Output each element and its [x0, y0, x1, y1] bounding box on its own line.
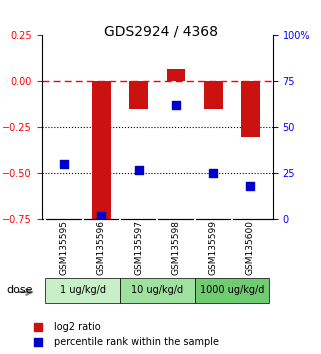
Text: 10 ug/kg/d: 10 ug/kg/d: [131, 285, 183, 295]
Point: [216, 114, 221, 120]
Bar: [241, 81, 260, 137]
Bar: [204, 81, 222, 109]
FancyBboxPatch shape: [120, 278, 195, 303]
Text: GSM135595: GSM135595: [60, 220, 69, 275]
Point: [248, 183, 253, 189]
Text: 1000 ug/kg/d: 1000 ug/kg/d: [200, 285, 264, 295]
Text: GDS2924 / 4368: GDS2924 / 4368: [103, 25, 218, 39]
Text: GSM135599: GSM135599: [209, 220, 218, 275]
Point: [62, 161, 67, 167]
Point: [211, 171, 216, 176]
Point: [173, 103, 178, 108]
FancyBboxPatch shape: [195, 278, 269, 303]
Point: [136, 167, 141, 173]
Text: dose: dose: [6, 285, 33, 295]
FancyBboxPatch shape: [46, 278, 120, 303]
Text: GSM135596: GSM135596: [97, 220, 106, 275]
Text: GSM135598: GSM135598: [171, 220, 180, 275]
Text: log2 ratio: log2 ratio: [54, 321, 100, 332]
Point: [99, 213, 104, 219]
Text: percentile rank within the sample: percentile rank within the sample: [54, 337, 219, 348]
Bar: [129, 81, 148, 109]
Text: GSM135600: GSM135600: [246, 220, 255, 275]
Bar: [92, 81, 111, 219]
Point: [216, 259, 221, 265]
Text: 1 ug/kg/d: 1 ug/kg/d: [60, 285, 106, 295]
Text: GSM135597: GSM135597: [134, 220, 143, 275]
Bar: [167, 69, 185, 81]
